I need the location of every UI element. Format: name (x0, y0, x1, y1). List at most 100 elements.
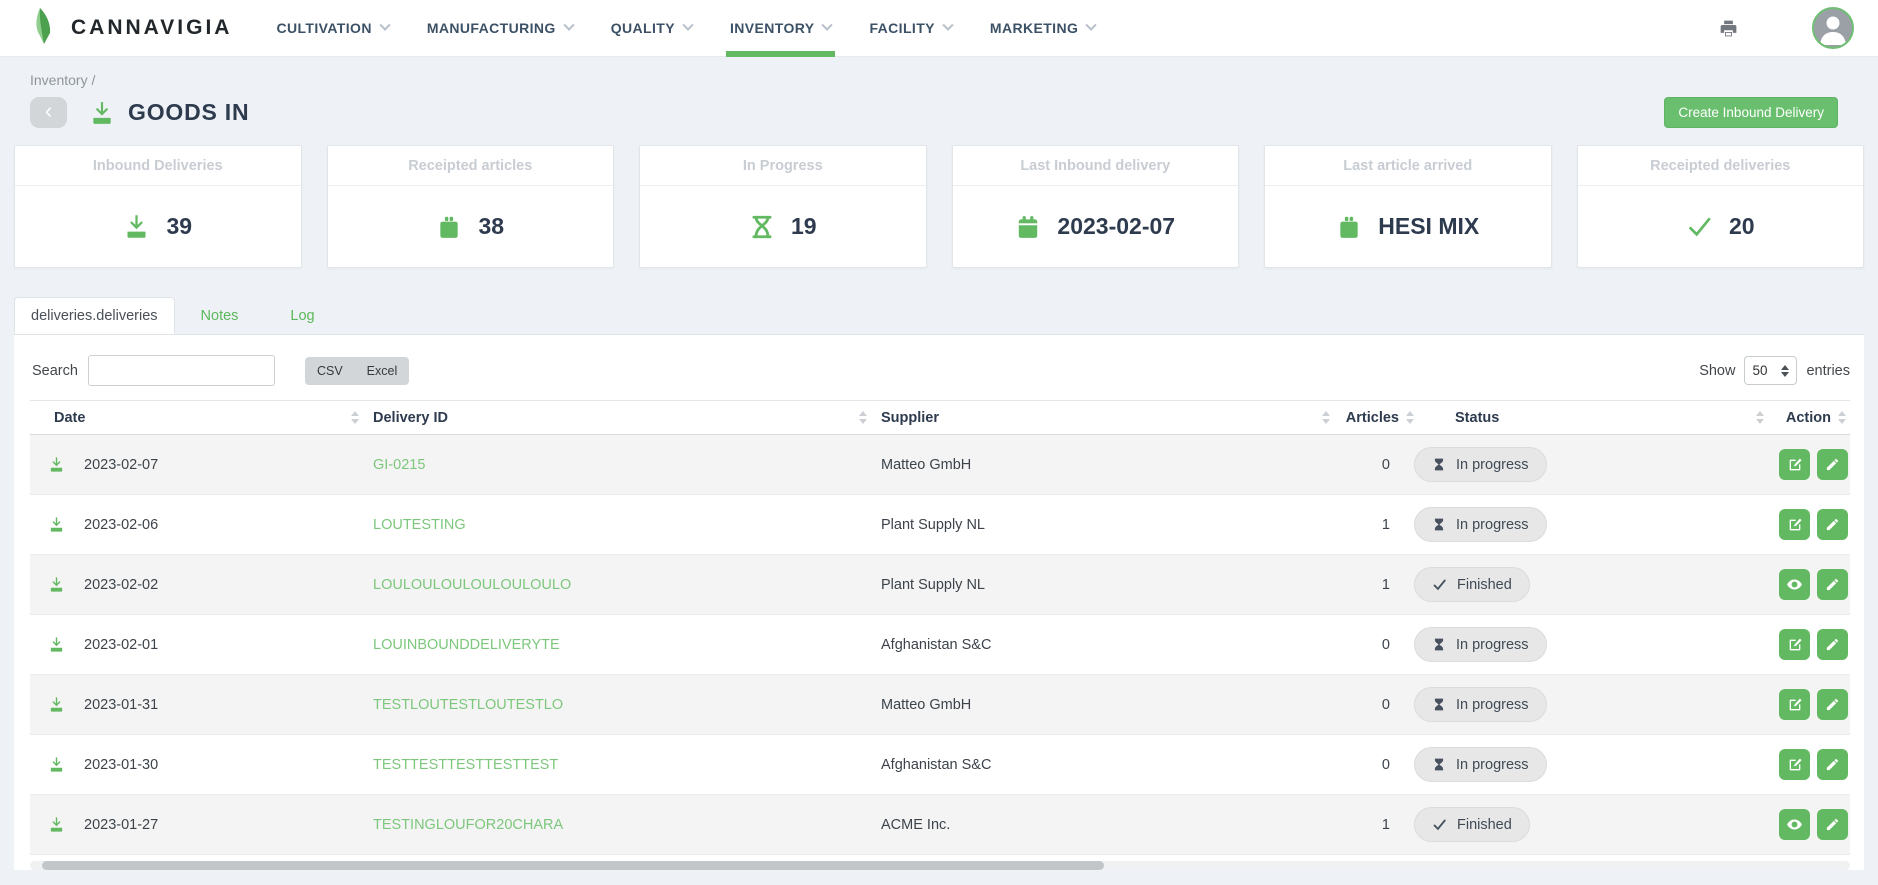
delivery-date: 2023-02-02 (84, 576, 159, 593)
leaf-icon (30, 7, 62, 50)
date-cell: 2023-01-31 (30, 696, 373, 713)
card-value: 20 (1728, 213, 1755, 239)
card-inbound-deliveries: Inbound Deliveries 39 (14, 145, 302, 268)
action-cell (1778, 449, 1850, 480)
export-buttons: CSV Excel (304, 356, 410, 385)
tab-deliveries[interactable]: deliveries.deliveries (14, 297, 175, 334)
panel-tabs: deliveries.deliveries Notes Log (14, 297, 1878, 334)
table-header-row: Date Delivery ID Supplier Articles Statu… (30, 400, 1850, 435)
column-header-supplier[interactable]: Supplier (881, 410, 1344, 426)
column-header-action[interactable]: Action (1778, 410, 1850, 426)
horizontal-scrollbar[interactable] (30, 861, 1850, 870)
search-input[interactable] (87, 355, 275, 386)
column-header-date[interactable]: Date (30, 410, 373, 426)
hourglass-icon (749, 214, 775, 240)
action-cell (1778, 509, 1850, 540)
tab-notes[interactable]: Notes (200, 307, 239, 324)
sort-icon[interactable] (1322, 411, 1330, 424)
delivery-id-link[interactable]: TESTTESTTESTTESTTEST (373, 756, 559, 773)
receipt-delivery-button[interactable] (1779, 629, 1810, 660)
column-header-delivery-id[interactable]: Delivery ID (373, 410, 881, 426)
status-label: In progress (1456, 456, 1529, 473)
edit-delivery-button[interactable] (1817, 449, 1848, 480)
package-icon (436, 214, 462, 240)
delivery-id-link[interactable]: TESTINGLOUFOR20CHARA (373, 816, 564, 833)
receipt-delivery-button[interactable] (1779, 749, 1810, 780)
status-label: Finished (1457, 576, 1512, 593)
column-header-articles[interactable]: Articles (1344, 410, 1414, 426)
delivery-id-link[interactable]: GI-0215 (373, 456, 426, 473)
excel-export-button[interactable]: Excel (355, 357, 410, 385)
table-row: 2023-01-27 TESTINGLOUFOR20CHARA ACME Inc… (30, 795, 1850, 855)
articles-count: 1 (1381, 816, 1390, 833)
status-cell: In progress (1414, 687, 1778, 722)
goods-in-icon (48, 756, 65, 773)
printer-icon[interactable] (1718, 18, 1739, 39)
edit-delivery-button[interactable] (1817, 749, 1848, 780)
nav-item-quality[interactable]: QUALITY (611, 0, 694, 57)
supplier-cell: Plant Supply NL (881, 516, 985, 533)
nav-item-manufacturing[interactable]: MANUFACTURING (427, 0, 575, 57)
receipt-delivery-button[interactable] (1779, 689, 1810, 720)
show-label: Show (1699, 362, 1736, 379)
nav-item-cultivation[interactable]: CULTIVATION (276, 0, 391, 57)
action-cell (1778, 689, 1850, 720)
status-label: In progress (1456, 516, 1529, 533)
back-button[interactable]: ‹ (30, 97, 67, 128)
sort-icon[interactable] (1406, 411, 1414, 424)
date-cell: 2023-02-07 (30, 456, 373, 473)
card-value: 39 (166, 213, 193, 239)
help-icon[interactable]: ? (1763, 16, 1788, 41)
scrollbar-thumb[interactable] (42, 861, 1104, 870)
sort-icon[interactable] (351, 411, 359, 424)
sort-icon[interactable] (859, 411, 867, 424)
status-label: Finished (1457, 816, 1512, 833)
goods-in-icon (48, 816, 65, 833)
view-delivery-button[interactable] (1779, 809, 1810, 840)
delivery-id-link[interactable]: LOUINBOUNDDELIVERYTE (373, 636, 560, 653)
page-size-select[interactable]: 50 (1744, 356, 1798, 385)
breadcrumb[interactable]: Inventory / (30, 72, 96, 88)
edit-delivery-button[interactable] (1817, 689, 1848, 720)
card-value: HESI MIX (1378, 213, 1480, 239)
status-badge: In progress (1414, 507, 1547, 542)
delivery-id-link[interactable]: TESTLOUTESTLOUTESTLO (373, 696, 564, 713)
status-cell: In progress (1414, 447, 1778, 482)
brand-logo[interactable]: CANNAVIGIA (30, 7, 232, 50)
tab-log[interactable]: Log (290, 307, 315, 324)
view-delivery-button[interactable] (1779, 569, 1810, 600)
receipt-delivery-button[interactable] (1779, 449, 1810, 480)
articles-count: 1 (1381, 576, 1390, 593)
card-value: 2023-02-07 (1057, 213, 1176, 239)
delivery-id-link[interactable]: LOUTESTING (373, 516, 466, 533)
csv-export-button[interactable]: CSV (305, 357, 355, 385)
card-last-inbound-delivery: Last Inbound delivery 2023-02-07 (951, 145, 1239, 268)
status-badge: In progress (1414, 447, 1547, 482)
sort-icon[interactable] (1838, 411, 1846, 424)
card-receipted-articles: Receipted articles 38 (326, 145, 614, 268)
hourglass-icon (1432, 457, 1446, 472)
hourglass-icon (1432, 697, 1446, 712)
table-row: 2023-02-06 LOUTESTING Plant Supply NL 1 … (30, 495, 1850, 555)
table-row: 2023-01-31 TESTLOUTESTLOUTESTLO Matteo G… (30, 675, 1850, 735)
card-receipted-deliveries: Receipted deliveries 20 (1576, 145, 1864, 268)
edit-delivery-button[interactable] (1817, 809, 1848, 840)
delivery-id-link[interactable]: LOULOULOULOULOULOULO (373, 576, 572, 593)
check-icon (1432, 817, 1447, 832)
status-badge: In progress (1414, 687, 1547, 722)
column-header-status[interactable]: Status (1414, 410, 1778, 426)
edit-delivery-button[interactable] (1817, 629, 1848, 660)
edit-delivery-button[interactable] (1817, 509, 1848, 540)
nav-item-inventory[interactable]: INVENTORY (725, 0, 835, 57)
create-inbound-delivery-button[interactable]: Create Inbound Delivery (1664, 97, 1838, 128)
edit-delivery-button[interactable] (1817, 569, 1848, 600)
chevron-down-icon (942, 19, 954, 31)
avatar[interactable] (1812, 7, 1854, 49)
brand-wordmark: CANNAVIGIA (71, 16, 233, 39)
date-cell: 2023-02-01 (30, 636, 373, 653)
receipt-delivery-button[interactable] (1779, 509, 1810, 540)
delivery-date: 2023-01-27 (84, 816, 159, 833)
nav-item-facility[interactable]: FACILITY (869, 0, 954, 57)
sort-icon[interactable] (1756, 411, 1764, 424)
nav-item-marketing[interactable]: MARKETING (990, 0, 1097, 57)
